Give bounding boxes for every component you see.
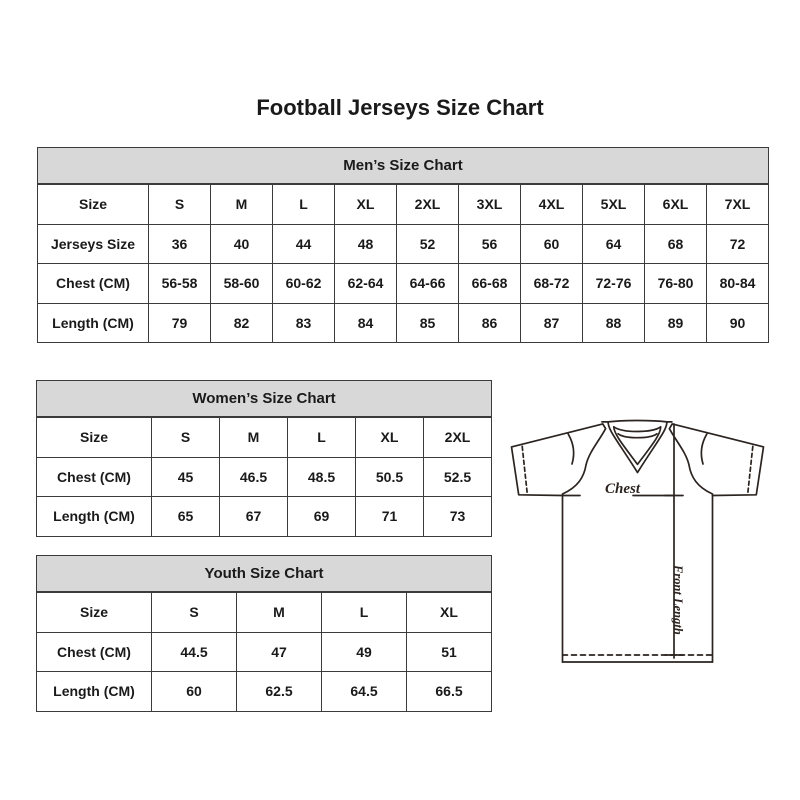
svg-text:Chest: Chest	[605, 481, 641, 497]
svg-text:Front Length: Front Length	[671, 564, 685, 635]
